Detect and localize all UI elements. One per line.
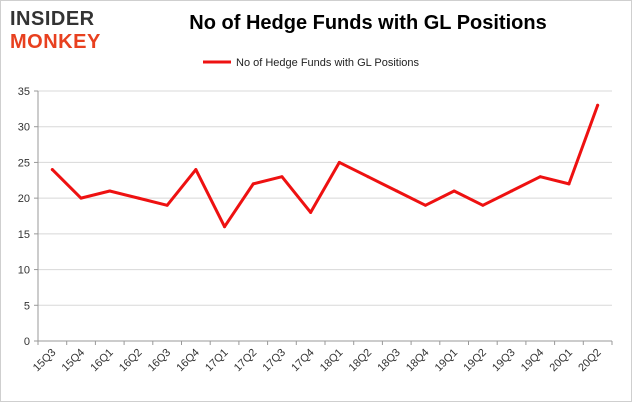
x-tick-label: 19Q4 bbox=[519, 347, 547, 375]
x-tick-label: 18Q2 bbox=[347, 347, 375, 375]
logo-graphic: INSIDER MONKEY bbox=[10, 8, 101, 53]
data-point bbox=[538, 175, 542, 179]
y-tick-label: 20 bbox=[18, 193, 30, 205]
gridlines bbox=[38, 90, 612, 342]
y-tick-label: 25 bbox=[18, 157, 30, 169]
data-point bbox=[395, 189, 399, 193]
data-point bbox=[596, 103, 600, 107]
data-point bbox=[567, 182, 571, 186]
data-point bbox=[50, 168, 54, 172]
series-group bbox=[50, 103, 600, 229]
y-tick-label: 10 bbox=[18, 265, 30, 277]
data-point bbox=[366, 175, 370, 179]
x-tick-label: 18Q4 bbox=[404, 347, 432, 375]
data-point bbox=[309, 210, 313, 214]
y-tick-label: 35 bbox=[18, 86, 30, 98]
x-tick-label: 15Q3 bbox=[31, 347, 59, 375]
data-point bbox=[194, 168, 198, 172]
y-axis-ticks: 0 5 10 15 20 25 30 35 bbox=[18, 86, 38, 348]
data-point bbox=[280, 175, 284, 179]
axes bbox=[37, 91, 612, 342]
data-point bbox=[223, 225, 227, 229]
x-tick-label: 17Q4 bbox=[289, 347, 317, 375]
y-tick-label: 15 bbox=[18, 229, 30, 241]
series-line bbox=[50, 103, 600, 229]
x-tick-label: 16Q1 bbox=[88, 347, 116, 375]
legend: No of Hedge Funds with GL Positions bbox=[203, 57, 420, 69]
data-point bbox=[337, 160, 341, 164]
y-tick-label: 30 bbox=[18, 122, 30, 134]
data-point bbox=[251, 182, 255, 186]
y-tick-label: 0 bbox=[24, 336, 30, 348]
x-tick-label: 19Q2 bbox=[461, 347, 489, 375]
x-tick-label: 16Q3 bbox=[146, 347, 174, 375]
x-tick-label: 18Q3 bbox=[375, 347, 403, 375]
x-tick-label: 19Q1 bbox=[433, 347, 461, 375]
x-tick-label: 17Q2 bbox=[232, 347, 260, 375]
data-point bbox=[510, 189, 514, 193]
data-point bbox=[423, 203, 427, 207]
x-tick-label: 15Q4 bbox=[60, 347, 88, 375]
insider-monkey-logo: INSIDER MONKEY bbox=[8, 6, 118, 53]
data-point bbox=[481, 203, 485, 207]
data-point bbox=[108, 189, 112, 193]
x-tick-label: 16Q4 bbox=[174, 347, 202, 375]
logo-text-monkey: MONKEY bbox=[10, 31, 101, 52]
x-tick-label: 17Q3 bbox=[261, 347, 289, 375]
x-tick-label: 20Q2 bbox=[576, 347, 604, 375]
data-point bbox=[165, 203, 169, 207]
data-point bbox=[136, 196, 140, 200]
x-tick-label: 17Q1 bbox=[203, 347, 231, 375]
x-axis-ticks: 15Q3 15Q4 16Q1 16Q2 16Q3 16Q4 17Q1 17Q2 17Q3 17Q4… bbox=[31, 341, 613, 375]
x-tick-label: 19Q3 bbox=[490, 347, 518, 375]
data-point bbox=[79, 196, 83, 200]
x-tick-label: 16Q2 bbox=[117, 347, 145, 375]
logo-text-insider: INSIDER bbox=[10, 8, 95, 30]
x-tick-label: 18Q1 bbox=[318, 347, 346, 375]
legend-label: No of Hedge Funds with GL Positions bbox=[236, 57, 420, 69]
data-point bbox=[452, 189, 456, 193]
x-tick-label: 20Q1 bbox=[548, 347, 576, 375]
y-tick-label: 5 bbox=[24, 300, 30, 312]
chart-title: No of Hedge Funds with GL Positions bbox=[189, 12, 547, 34]
